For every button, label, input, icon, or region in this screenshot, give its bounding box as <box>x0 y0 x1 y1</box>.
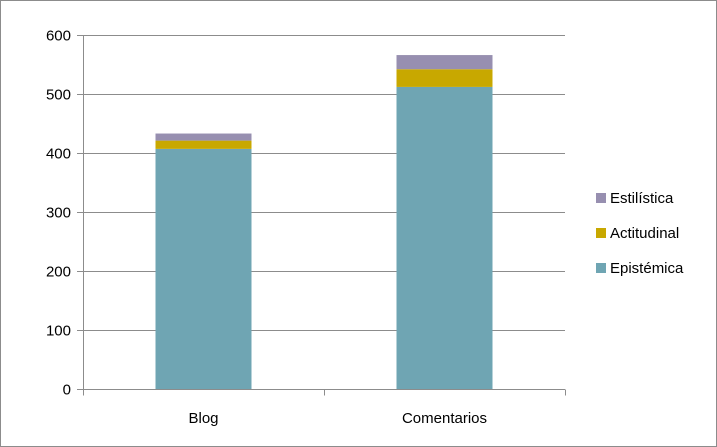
bar-segment-epistémica <box>155 148 252 389</box>
x-category-labels: Blog Comentarios <box>188 410 487 427</box>
y-tick-label: 400 <box>46 146 71 163</box>
legend-swatch <box>596 228 606 238</box>
gridlines <box>83 35 565 331</box>
x-category-label: Comentarios <box>402 410 487 427</box>
legend: Estilística Actitudinal Epistémica <box>596 190 684 277</box>
legend-label: Estilística <box>610 190 674 207</box>
legend-swatch <box>596 263 606 273</box>
bar-segment-epistémica <box>396 86 493 390</box>
x-category-label: Blog <box>188 410 218 427</box>
y-tick-labels: 0 100 200 300 400 500 600 <box>46 28 71 399</box>
y-tick-label: 100 <box>46 323 71 340</box>
bars <box>155 55 493 390</box>
bar-segment-estilística <box>155 133 252 141</box>
bar-segment-actitudinal <box>155 140 252 149</box>
y-tick-label: 500 <box>46 87 71 104</box>
y-tick-label: 0 <box>63 382 71 399</box>
legend-swatch <box>596 193 606 203</box>
y-tick-label: 600 <box>46 28 71 45</box>
bar-segment-estilística <box>396 55 493 70</box>
legend-label: Epistémica <box>610 260 684 277</box>
y-tick-label: 300 <box>46 205 71 222</box>
bar-segment-actitudinal <box>396 69 493 87</box>
axes <box>77 35 566 396</box>
legend-label: Actitudinal <box>610 225 679 242</box>
y-tick-label: 200 <box>46 264 71 281</box>
